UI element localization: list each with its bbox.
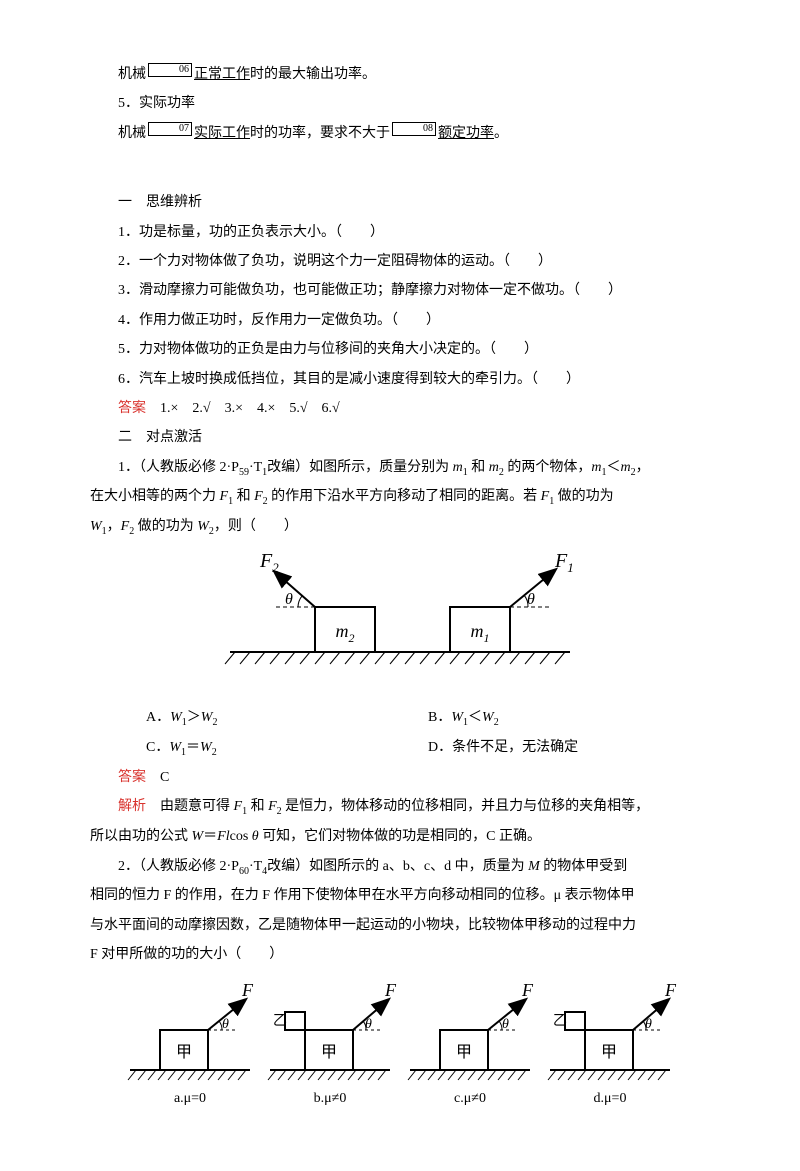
q2-1-line1: 1．（人教版必修 2·P59·T1改编）如图所示，质量分别为 m1 和 m2 的… (90, 453, 710, 483)
svg-text:F: F (241, 980, 254, 1000)
svg-text:θ: θ (502, 1017, 509, 1032)
text: 时的功率，要求不大于 (250, 126, 390, 141)
underline-text: 额定功率 (438, 126, 494, 141)
top-line-2: 5．实际功率 (90, 89, 710, 118)
var-W1: W (90, 519, 102, 534)
svg-text:d.μ=0: d.μ=0 (594, 1091, 627, 1106)
text: ·T (249, 460, 262, 475)
q6: 6．汽车上坡时换成低挡位，其目的是减小速度得到较大的牵引力。（ ） (90, 365, 710, 394)
var-F1: F (220, 489, 229, 504)
underline-text: 正常工作 (194, 67, 250, 82)
text: 机械 (118, 126, 146, 141)
text: 的作用下沿水平方向移动了相同的距离。若 (268, 489, 541, 504)
text: 做的功为 (134, 519, 197, 534)
label-F1: F1 (554, 552, 574, 575)
var-m2: m (621, 460, 631, 475)
text: 改编）如图所示，质量分别为 (267, 460, 453, 475)
figure-2: 甲 θ F a.μ=0 甲 乙 θ F b.μ≠0 甲 θ F c.μ≠0 (90, 980, 710, 1121)
q1: 1．功是标量，功的正负表示大小。（ ） (90, 218, 710, 247)
q2-1-line2: 在大小相等的两个力 F1 和 F2 的作用下沿水平方向移动了相同的距离。若 F1… (90, 482, 710, 512)
explain-label: 解析 (118, 799, 146, 814)
svg-text:F: F (521, 980, 534, 1000)
underline-text: 实际工作 (194, 126, 250, 141)
q2: 2．一个力对物体做了负功，说明这个力一定阻碍物体的运动。（ ） (90, 247, 710, 276)
section-2-head: 二 对点激活 (90, 423, 710, 452)
text: 1．（人教版必修 2·P (118, 460, 239, 475)
q2-2-line4: F 对甲所做的功的大小（ ） (90, 940, 710, 969)
q2-2-line2: 相同的恒力 F 的作用，在力 F 作用下使物体甲在水平方向移动相同的位移。μ 表… (90, 881, 710, 910)
text: 机械 (118, 67, 146, 82)
answer-label: 答案 (118, 770, 146, 785)
label-theta2: θ (285, 591, 293, 608)
q5: 5．力对物体做功的正负是由力与位移间的夹角大小决定的。（ ） (90, 335, 710, 364)
text: ， (107, 519, 121, 534)
section-1-head: 一 思维辨析 (90, 188, 710, 217)
label-m2: m2 (336, 621, 355, 645)
answer-body: 1.× 2.√ 3.× 4.× 5.√ 6.√ (146, 401, 340, 416)
text: ，则（ ） (214, 519, 298, 534)
text: 和 (468, 460, 489, 475)
svg-text:甲: 甲 (601, 1044, 617, 1061)
text: ＜ (607, 460, 621, 475)
svg-text:甲: 甲 (321, 1044, 337, 1061)
label-theta1: θ (527, 591, 535, 608)
var-F2: F (121, 519, 130, 534)
options-block: A．W1＞W2 B．W1＜W2 C．W1＝W2 D．条件不足，无法确定 (146, 703, 710, 763)
svg-text:b.μ≠0: b.μ≠0 (314, 1091, 347, 1106)
answer-line-1: 答案 1.× 2.√ 3.× 4.× 5.√ 6.√ (90, 394, 710, 423)
svg-text:θ: θ (222, 1017, 229, 1032)
var-m2: m (489, 460, 499, 475)
option-d: D．条件不足，无法确定 (428, 733, 710, 763)
text: 在大小相等的两个力 (90, 489, 220, 504)
var-m1: m (591, 460, 601, 475)
explain-line-1: 解析 由题意可得 F1 和 F2 是恒力，物体移动的位移相同，并且力与位移的夹角… (90, 792, 710, 822)
option-c: C．W1＝W2 (146, 733, 428, 763)
svg-text:a.μ=0: a.μ=0 (174, 1091, 206, 1106)
svg-text:乙: 乙 (553, 1013, 567, 1029)
option-b: B．W1＜W2 (428, 703, 710, 733)
text: 由题意可得 (146, 799, 234, 814)
svg-text:乙: 乙 (273, 1013, 287, 1029)
q2-1-line3: W1，F2 做的功为 W2，则（ ） (90, 512, 710, 542)
sub: 59 (239, 466, 249, 477)
box-06: 06 (148, 63, 192, 77)
text: 的两个物体， (504, 460, 592, 475)
svg-text:F: F (384, 980, 397, 1000)
q3: 3．滑动摩擦力可能做负功，也可能做正功；静摩擦力对物体一定不做功。（ ） (90, 276, 710, 305)
answer-line-2: 答案 C (90, 763, 710, 792)
var-F1: F (541, 489, 550, 504)
answer-label: 答案 (118, 401, 146, 416)
box-08: 08 (392, 122, 436, 136)
q2-2-line3: 与水平面间的动摩擦因数，乙是随物体甲一起运动的小物块，比较物体甲移动的过程中力 (90, 911, 710, 940)
box-07: 07 (148, 122, 192, 136)
answer-body: C (146, 770, 169, 785)
text: 时的最大输出功率。 (250, 67, 376, 82)
text: ， (636, 460, 650, 475)
explain-line-2: 所以由功的公式 W＝Flcos θ 可知，它们对物体做的功是相同的，C 正确。 (90, 822, 710, 851)
label-F2: F2 (259, 552, 279, 575)
option-a: A．W1＞W2 (146, 703, 428, 733)
var-m1: m (453, 460, 463, 475)
var-W2: W (197, 519, 209, 534)
svg-text:θ: θ (365, 1017, 372, 1032)
figure-1: m2 θ F2 m1 θ F1 (90, 552, 710, 693)
text: 。 (494, 126, 508, 141)
label-m1: m1 (471, 621, 490, 645)
top-line-1: 机械06正常工作时的最大输出功率。 (90, 60, 710, 89)
svg-text:c.μ≠0: c.μ≠0 (454, 1091, 486, 1106)
text: 做的功为 (554, 489, 614, 504)
q4: 4．作用力做正功时，反作用力一定做负功。（ ） (90, 306, 710, 335)
svg-text:甲: 甲 (176, 1044, 192, 1061)
q2-2-line1: 2．（人教版必修 2·P60·T4改编）如图所示的 a、b、c、d 中，质量为 … (90, 852, 710, 882)
top-line-3: 机械07实际工作时的功率，要求不大于08额定功率。 (90, 119, 710, 148)
text: 和 (233, 489, 254, 504)
svg-text:F: F (664, 980, 677, 1000)
var-F2: F (254, 489, 263, 504)
svg-text:θ: θ (645, 1017, 652, 1032)
svg-text:甲: 甲 (456, 1044, 472, 1061)
